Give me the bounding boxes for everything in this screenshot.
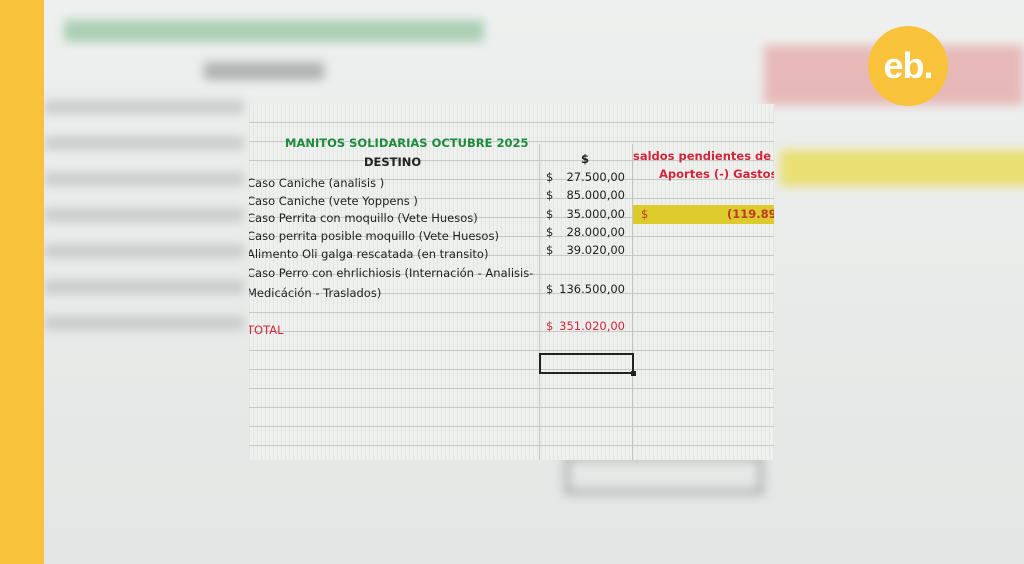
saldo-currency: $ (641, 207, 649, 221)
row-destino: Caso Perrita con moquillo (Vete Huesos) (249, 211, 478, 225)
row-destino: Caso Perro con ehrlichiosis (Internación… (249, 266, 534, 280)
header-destino: DESTINO (364, 155, 422, 169)
row-destino: Caso perrita posible moquillo (Vete Hues… (249, 229, 499, 243)
selected-cell[interactable] (539, 353, 636, 376)
row-amount: 85.000,00 (566, 188, 625, 202)
sheet-title: MANITOS SOLIDARIAS OCTUBRE 2025 (285, 136, 529, 150)
row-destino: Caso Caniche (analisis ) (249, 176, 385, 190)
row-currency: $ (546, 282, 554, 296)
row-currency: $ (546, 207, 554, 221)
row-destino: Caso Caniche (vete Yoppens ) (249, 194, 418, 208)
row-amount: 28.000,00 (566, 225, 625, 239)
row-amount: 35.000,00 (566, 207, 625, 221)
row-amount: 39.020,00 (566, 243, 625, 257)
row-destino: Alimento Oli galga rescatada (en transit… (249, 247, 489, 261)
row-currency: $ (546, 243, 554, 257)
highlighted-cell (633, 205, 774, 224)
eb-logo: eb. (868, 26, 948, 106)
header-amount: $ (581, 152, 590, 166)
row-currency: $ (546, 225, 554, 239)
logo-text: eb. (883, 45, 933, 86)
row-currency: $ (546, 170, 554, 184)
row-currency: $ (546, 188, 554, 202)
spreadsheet-photo: MANITOS SOLIDARIAS OCTUBRE 2025 DESTINO … (249, 104, 774, 460)
header-saldos: saldos pendientes de p (633, 149, 774, 163)
yellow-side-strip (0, 0, 44, 564)
row-amount: 27.500,00 (566, 170, 625, 184)
row-destino-cont: Medicáción - Traslados) (249, 286, 382, 300)
saldo-value: (119.897 (727, 207, 774, 221)
total-currency: $ (546, 319, 554, 333)
total-amount: 351.020,00 (559, 319, 625, 333)
total-label: TOTAL (249, 323, 284, 337)
header-aportes: Aportes (-) Gastos (659, 167, 774, 181)
row-amount: 136.500,00 (559, 282, 625, 296)
